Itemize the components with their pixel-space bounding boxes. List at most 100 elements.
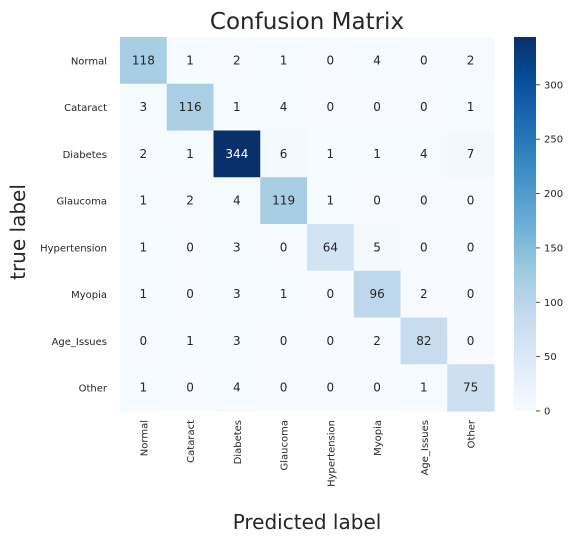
heatmap-cell [307, 317, 355, 365]
heatmap-cell [447, 224, 495, 272]
cell-value-label: 0 [467, 240, 475, 254]
cell-value-label: 1 [140, 240, 148, 254]
cell-value-label: 0 [420, 100, 428, 114]
heatmap-cell [213, 37, 261, 85]
colorbar-tick-label: 250 [544, 135, 563, 146]
heatmap-cell [260, 130, 308, 178]
cell-value-label: 1 [140, 194, 148, 208]
cell-value-label: 1 [140, 381, 148, 395]
cell-value-label: 1 [420, 381, 428, 395]
cell-value-label: 0 [186, 240, 194, 254]
x-tick-label: Glaucoma [280, 420, 291, 470]
cell-value-label: 4 [233, 194, 241, 208]
heatmap-cell [353, 83, 402, 132]
cell-value-label: 2 [467, 53, 475, 67]
heatmap-cell [447, 317, 495, 365]
heatmap-cell [120, 83, 168, 132]
cell-value-label: 0 [373, 100, 381, 114]
heatmap-cell [213, 270, 261, 319]
heatmap-cell [166, 130, 215, 178]
heatmap-cell [120, 130, 168, 178]
cell-value-label: 0 [420, 240, 428, 254]
cell-value-label: 3 [233, 287, 241, 301]
cell-value-label: 0 [327, 100, 335, 114]
heatmap-cell [307, 364, 355, 412]
heatmap-cell [213, 364, 261, 412]
heatmap-cell [260, 317, 308, 365]
x-tick-label: Myopia [373, 420, 384, 456]
heatmap-cell [353, 224, 402, 272]
heatmap-cell [260, 37, 308, 85]
cell-value-label: 3 [140, 100, 148, 114]
cell-value-label: 82 [416, 334, 431, 348]
cell-value-label: 1 [327, 147, 335, 161]
cell-value-label: 3 [233, 240, 241, 254]
cell-value-label: 2 [140, 147, 148, 161]
cell-value-label: 1 [280, 287, 288, 301]
cell-value-label: 1 [280, 53, 288, 67]
colorbar: 0 50 100 150 200 250 300 [514, 37, 563, 418]
heatmap-cell [353, 130, 402, 178]
y-tick-label: Age_Issues [52, 337, 107, 348]
cell-value-label: 0 [420, 194, 428, 208]
colorbar-tick-label: 200 [544, 189, 563, 200]
cell-value-label: 0 [327, 334, 335, 348]
heatmap-cell [166, 224, 215, 272]
heatmap-cell [166, 270, 215, 319]
heatmap-cell [400, 270, 448, 319]
y-tick-label: Diabetes [63, 150, 107, 161]
y-tick-labels: Normal Cataract Diabetes Glaucoma Hypertensi… [40, 56, 108, 394]
y-tick-label: Hypertension [40, 243, 107, 254]
heatmap-cell [353, 177, 402, 225]
colorbar-tick-label: 150 [544, 243, 563, 254]
cell-value-label: 0 [467, 334, 475, 348]
cell-value-label: 0 [186, 287, 194, 301]
heatmap-cell [260, 224, 308, 272]
heatmap-cell [166, 37, 215, 85]
cell-value-label: 0 [467, 287, 475, 301]
heatmap-cell [447, 364, 495, 412]
heatmap-cell [307, 177, 355, 225]
y-tick-label: Cataract [64, 103, 107, 114]
x-tick-labels: Normal Cataract Diabetes Glaucoma Hypertensi… [139, 419, 477, 487]
cell-value-label: 0 [280, 240, 288, 254]
heatmap-cell [447, 270, 495, 319]
cell-value-label: 0 [327, 53, 335, 67]
heatmap-cell [353, 37, 402, 85]
heatmap-cell [400, 37, 448, 85]
y-axis-label: true label [6, 184, 30, 280]
heatmap-cell [353, 270, 402, 319]
cell-value-label: 7 [467, 147, 475, 161]
cell-value-label: 116 [179, 100, 202, 114]
heatmap-cell [447, 130, 495, 178]
heatmap-cell [400, 130, 448, 178]
cell-value-label: 1 [233, 100, 241, 114]
heatmap-cell [307, 224, 355, 272]
heatmap-cell [213, 317, 261, 365]
heatmap-cell [307, 270, 355, 319]
y-tick-label: Glaucoma [57, 197, 107, 208]
cell-value-label: 1 [327, 194, 335, 208]
x-tick-label: Diabetes [233, 420, 244, 464]
heatmap-cell [166, 364, 215, 412]
x-tick-label: Hypertension [326, 420, 337, 487]
y-tick-label: Other [79, 384, 108, 395]
cell-value-label: 2 [420, 287, 428, 301]
cell-value-label: 0 [373, 381, 381, 395]
heatmap-cell [400, 83, 448, 132]
heatmap-cell [400, 224, 448, 272]
cell-value-label: 0 [467, 194, 475, 208]
cell-value-label: 3 [233, 334, 241, 348]
cell-value-label: 64 [323, 240, 338, 254]
x-tick-label: Normal [139, 420, 150, 456]
heatmap-cell [353, 364, 402, 412]
cell-value-label: 1 [186, 334, 194, 348]
cell-value-label: 0 [186, 381, 194, 395]
heatmap-cell [307, 37, 355, 85]
cell-value-label: 0 [327, 381, 335, 395]
cell-value-label: 1 [373, 147, 381, 161]
cell-value-label: 0 [280, 334, 288, 348]
cell-value-label: 4 [233, 381, 241, 395]
cell-value-label: 96 [369, 287, 384, 301]
